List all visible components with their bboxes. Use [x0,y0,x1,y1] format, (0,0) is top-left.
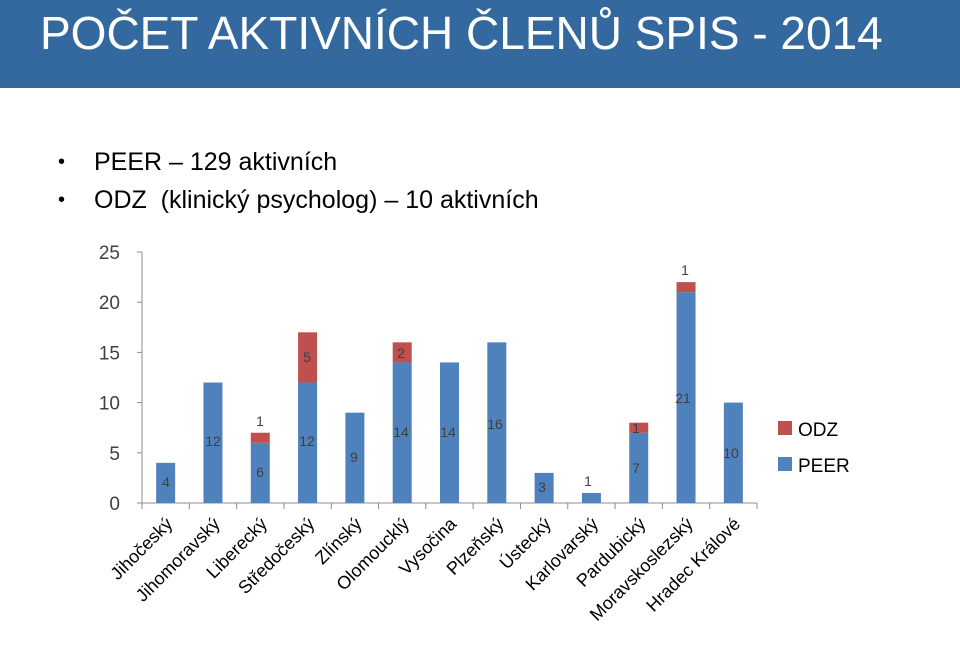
bullet-dot-icon: • [58,189,66,211]
bar-peer [250,442,270,503]
y-tick-label: 10 [99,394,120,415]
bar-peer [629,432,649,503]
bullet-odz-text: ODZ (klinický psycholog) – 10 aktivních [94,186,539,214]
legend-swatch [778,421,792,435]
legend-label: ODZ [798,420,839,441]
data-label-odz: 2 [397,345,405,361]
y-tick-label: 5 [109,444,120,465]
data-label-peer: 12 [299,433,315,449]
bullet-odz: • ODZ (klinický psycholog) – 10 aktivních [58,181,539,219]
bar-peer [298,382,318,503]
data-label-peer: 21 [675,390,691,406]
bar-peer [440,362,459,503]
bar-peer [581,492,601,503]
bars [156,282,743,503]
data-label-peer: 9 [350,449,358,465]
data-label-peer: 10 [723,445,739,461]
slide-title: POČET AKTIVNÍCH ČLENŮ SPIS - 2014 [40,7,883,59]
data-label-peer: 12 [205,433,221,449]
bar-peer [723,402,743,503]
y-tick-label: 0 [109,494,120,515]
bar-odz [298,332,318,383]
data-label-odz: 5 [303,349,311,365]
bar-peer [203,382,223,503]
bullet-peer-text: PEER – 129 aktivních [94,148,338,176]
bar-peer [534,472,554,503]
y-tick-label: 15 [99,343,120,364]
bullet-dot-icon: • [58,151,66,173]
data-label-peer: 14 [393,424,409,440]
bar-odz [250,432,270,443]
data-label-peer: 1 [584,473,592,489]
data-label-odz: 1 [681,262,689,278]
y-tick-label: 25 [99,243,120,264]
data-labels: 4 12 6 1 12 5 9 14 2 14 16 3 1 7 1 21 1 10 [162,262,739,495]
data-label-odz: 1 [632,420,640,436]
x-axis: JihočeskýJihomoravskýLibereckýStředočesk… [106,502,758,625]
bullet-peer: • PEER – 129 aktivních [58,143,539,181]
bullet-list: • PEER – 129 aktivních • ODZ (klinický psy… [58,143,539,219]
bar-peer [487,342,507,503]
y-axis: 0 5 10 15 20 25 [99,243,143,515]
bar-peer [676,292,696,503]
data-label-peer: 14 [440,424,456,440]
legend-label: PEER [798,456,850,477]
bar-peer [345,412,365,503]
data-label-peer: 6 [256,464,264,480]
title-bar: POČET AKTIVNÍCH ČLENŮ SPIS - 2014 [0,0,960,88]
data-label-peer: 16 [487,416,503,432]
bar-odz [676,282,696,293]
bar-odz [629,422,649,433]
data-label-peer: 3 [538,479,546,495]
bar-peer [392,362,412,503]
data-label-peer: 4 [162,474,170,490]
data-label-peer: 7 [632,460,640,476]
bar-peer [156,462,176,503]
legend: ODZ PEER [778,420,850,477]
legend-swatch [778,457,792,471]
bar-odz [392,342,412,363]
y-tick-label: 20 [99,293,120,314]
data-label-odz: 1 [256,413,264,429]
